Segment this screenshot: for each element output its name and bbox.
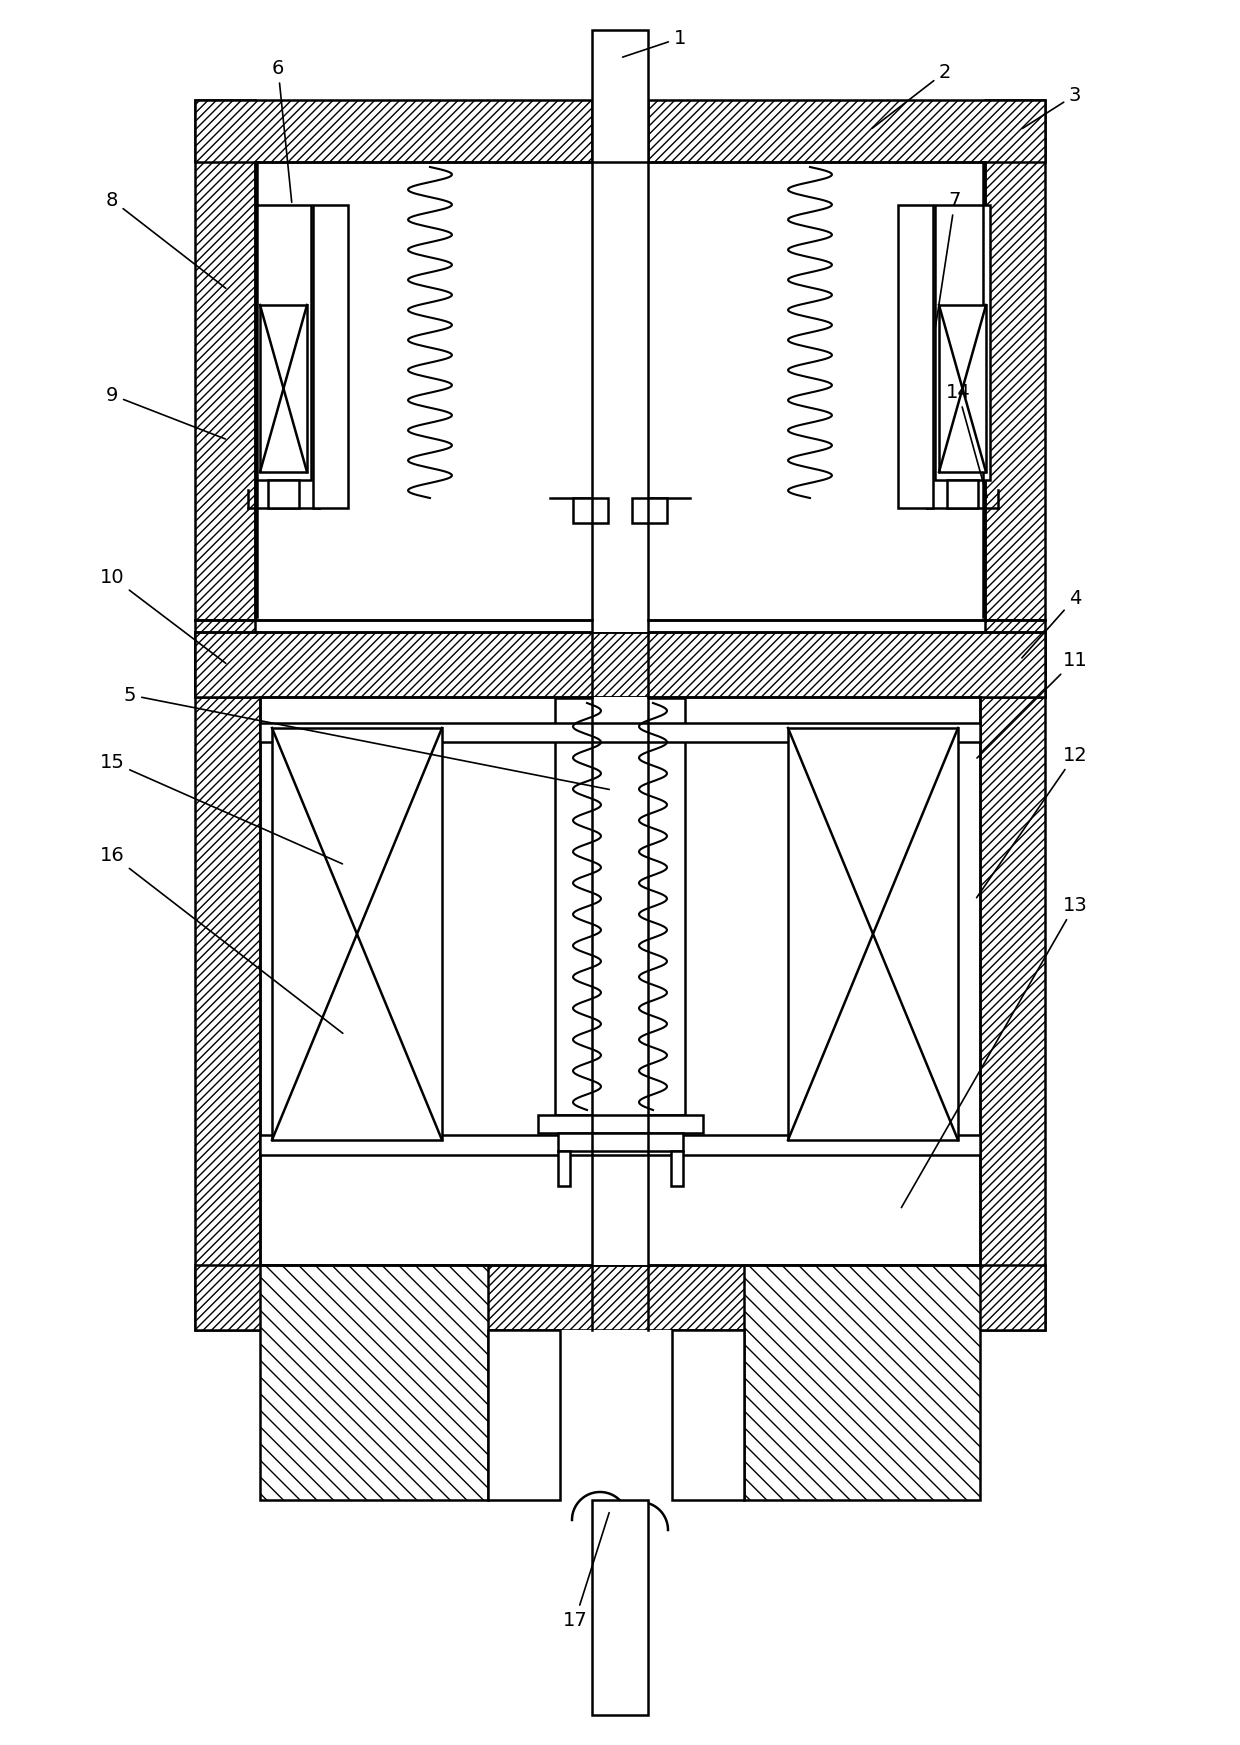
Bar	[260, 1265, 489, 1501]
Bar	[260, 722, 980, 742]
Bar	[195, 619, 255, 696]
Text: 17: 17	[563, 1513, 609, 1630]
Bar	[591, 1501, 649, 1715]
Text: 7: 7	[935, 190, 961, 328]
Bar	[195, 1265, 1045, 1330]
Bar	[260, 696, 980, 1265]
Bar	[268, 480, 299, 508]
Text: 10: 10	[99, 567, 226, 663]
Bar	[489, 1330, 560, 1501]
Bar	[591, 30, 649, 162]
Bar	[985, 619, 1045, 696]
Bar	[260, 305, 308, 471]
Bar	[573, 497, 608, 524]
Bar	[935, 204, 990, 480]
Bar	[985, 99, 1045, 619]
Bar	[195, 632, 260, 1330]
Text: 13: 13	[901, 895, 1087, 1208]
Text: 5: 5	[124, 686, 609, 789]
Text: 16: 16	[99, 846, 342, 1033]
Text: 9: 9	[105, 386, 226, 440]
Text: 14: 14	[946, 382, 987, 497]
Bar	[591, 619, 649, 632]
Bar	[671, 1152, 683, 1187]
Bar	[260, 1134, 980, 1155]
Bar	[787, 728, 959, 1139]
Bar	[255, 162, 985, 619]
Text: 1: 1	[622, 28, 686, 58]
Text: 11: 11	[977, 651, 1087, 757]
Bar	[556, 698, 684, 1115]
Text: 15: 15	[99, 752, 342, 864]
Bar	[560, 1330, 672, 1501]
Bar	[632, 497, 667, 524]
Text: 2: 2	[872, 63, 951, 129]
Text: 4: 4	[1022, 588, 1081, 658]
Bar	[195, 99, 591, 162]
Bar	[538, 1115, 703, 1133]
Bar	[255, 204, 311, 480]
Bar	[672, 1330, 744, 1501]
Bar	[939, 305, 986, 471]
Bar	[591, 162, 649, 619]
Text: 6: 6	[272, 59, 291, 202]
Bar	[558, 1152, 570, 1187]
Text: 12: 12	[977, 745, 1087, 897]
Bar	[272, 728, 441, 1139]
Bar	[980, 632, 1045, 1330]
Bar	[195, 632, 1045, 696]
Bar	[591, 696, 649, 1265]
Bar	[649, 99, 1045, 162]
Bar	[195, 99, 255, 619]
Text: 8: 8	[105, 190, 226, 288]
Bar	[744, 1265, 980, 1501]
Bar	[947, 480, 978, 508]
Text: 3: 3	[1022, 86, 1081, 129]
Bar	[558, 1133, 683, 1152]
Bar	[556, 698, 684, 1115]
Bar	[312, 204, 348, 508]
Bar	[898, 204, 932, 508]
